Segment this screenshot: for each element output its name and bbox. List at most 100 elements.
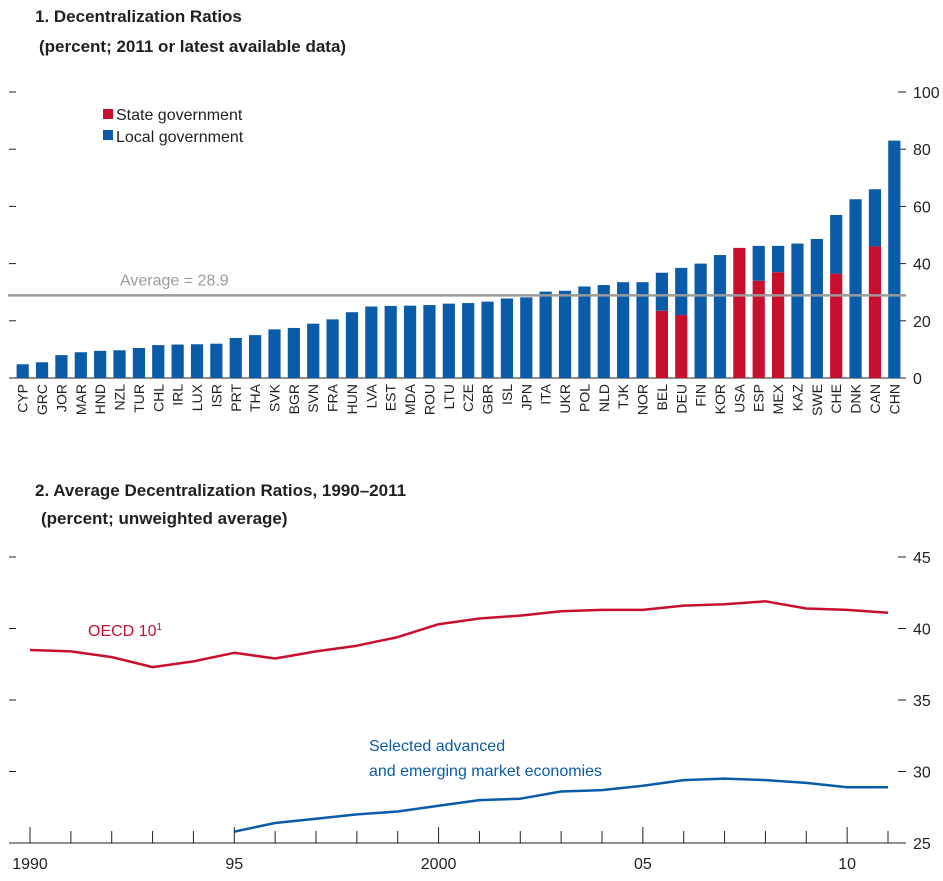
category-label-hun: HUN bbox=[344, 384, 360, 414]
category-label-mar: MAR bbox=[73, 384, 89, 415]
panel2-x-tick-label: 95 bbox=[225, 856, 243, 873]
bar-hnd-local bbox=[94, 350, 107, 378]
bar-nzl-local bbox=[113, 350, 126, 378]
category-label-jor: JOR bbox=[53, 384, 69, 412]
bar-che-local bbox=[830, 214, 843, 274]
panel1-category-labels: CYP GRC JOR MAR HND NZL TUR CHL IRL LUX ISR PRT THA S… bbox=[15, 383, 903, 416]
bar-bel-state bbox=[655, 310, 668, 378]
bar-esp-state bbox=[752, 280, 765, 378]
category-label-isl: ISL bbox=[499, 384, 515, 405]
panel1-bars bbox=[16, 140, 901, 378]
panel1-subtitle: (percent; 2011 or latest available data) bbox=[39, 37, 346, 56]
legend-label-local: Local government bbox=[116, 129, 244, 146]
panel2-title: 2. Average Decentralization Ratios, 1990… bbox=[35, 481, 406, 500]
panel1-y-tick-label: 80 bbox=[913, 142, 931, 159]
category-label-kor: KOR bbox=[712, 384, 728, 414]
bar-chn-local bbox=[888, 140, 901, 378]
bar-can-state bbox=[868, 246, 882, 378]
category-label-lux: LUX bbox=[189, 383, 205, 411]
panel2-x-tick-label: 1990 bbox=[12, 856, 48, 873]
category-label-che: CHE bbox=[828, 384, 844, 414]
category-label-can: CAN bbox=[867, 384, 883, 414]
category-label-mex: MEX bbox=[770, 383, 786, 414]
category-label-chl: CHL bbox=[150, 384, 166, 412]
bar-est-local bbox=[384, 305, 397, 378]
bar-kaz-local bbox=[791, 243, 804, 378]
bar-tur-local bbox=[132, 347, 146, 378]
category-label-cyp: CYP bbox=[15, 384, 31, 413]
category-label-bel: BEL bbox=[654, 384, 670, 411]
bar-grc-local bbox=[35, 362, 49, 378]
category-label-isr: ISR bbox=[208, 384, 224, 407]
bar-bel-local bbox=[655, 272, 668, 311]
category-label-bgr: BGR bbox=[286, 384, 302, 414]
category-label-cze: CZE bbox=[460, 384, 476, 412]
category-label-est: EST bbox=[383, 384, 399, 412]
category-label-tjk: TJK bbox=[615, 383, 631, 409]
category-label-fin: FIN bbox=[693, 384, 709, 407]
panel1-y-tick-label: 0 bbox=[913, 371, 922, 388]
bar-che-state bbox=[830, 273, 843, 378]
line-selected-economies bbox=[234, 777, 888, 833]
category-label-usa: USA bbox=[731, 383, 747, 412]
bar-deu-state bbox=[675, 315, 688, 378]
bar-fin-local bbox=[694, 263, 707, 378]
bar-svk-local bbox=[268, 329, 281, 378]
bar-lux-local bbox=[190, 344, 204, 378]
category-label-pol: POL bbox=[576, 384, 592, 412]
category-label-dnk: DNK bbox=[848, 383, 864, 413]
bar-cyp-local bbox=[16, 364, 29, 378]
panel2-lines bbox=[29, 600, 889, 833]
panel2-y-tick-label: 35 bbox=[913, 693, 931, 710]
bar-usa-state bbox=[733, 247, 746, 378]
category-label-svk: SVK bbox=[266, 383, 282, 412]
panel1-average-label: Average = 28.9 bbox=[120, 272, 229, 289]
series-label-oecd: OECD 101 bbox=[88, 622, 162, 640]
panel2-y-tick-label: 25 bbox=[913, 836, 931, 853]
category-label-swe: SWE bbox=[809, 384, 825, 416]
panel1-y-tick-label: 100 bbox=[913, 85, 940, 102]
category-label-mda: MDA bbox=[402, 383, 418, 415]
category-label-ltu: LTU bbox=[441, 384, 457, 409]
category-label-gbr: GBR bbox=[480, 384, 496, 414]
panel2-y-tick-label: 45 bbox=[913, 550, 931, 567]
bar-nld-local bbox=[597, 285, 610, 378]
bar-hun-local bbox=[345, 312, 359, 378]
line-oecd-10 bbox=[29, 600, 889, 669]
bar-jpn-local bbox=[520, 297, 533, 378]
bar-gbr-local bbox=[481, 301, 494, 378]
category-label-deu: DEU bbox=[673, 384, 689, 414]
bar-tjk-local bbox=[617, 282, 630, 378]
category-label-chn: CHN bbox=[886, 384, 902, 414]
category-label-kaz: KAZ bbox=[789, 384, 805, 412]
bar-dnk-local bbox=[849, 199, 862, 378]
bar-ltu-local bbox=[442, 303, 455, 378]
panel1-y-tick-label: 60 bbox=[913, 199, 931, 216]
category-label-esp: ESP bbox=[751, 384, 767, 412]
series-label-selected-line2: and emerging market economies bbox=[369, 763, 602, 780]
bar-mex-state bbox=[771, 272, 785, 378]
category-label-nor: NOR bbox=[635, 384, 651, 415]
bar-ukr-local bbox=[558, 290, 572, 378]
bar-esp-local bbox=[752, 245, 765, 281]
category-label-lva: LVA bbox=[363, 383, 379, 408]
bar-rou-local bbox=[423, 305, 436, 378]
panel1-y-tick-label: 20 bbox=[913, 314, 931, 331]
bar-kor-local bbox=[713, 255, 727, 378]
panel2-y-tick-label: 40 bbox=[913, 622, 931, 639]
bar-irl-local bbox=[171, 344, 184, 378]
panel2-y-tick-label: 30 bbox=[913, 765, 931, 782]
bar-isl-local bbox=[500, 298, 514, 378]
legend-label-state: State government bbox=[116, 107, 243, 124]
panel2-ticks: 25 30 35 40 45 1990 95 2000 05 10 bbox=[9, 550, 931, 873]
bar-isr-local bbox=[210, 343, 223, 378]
bar-lva-local bbox=[365, 306, 378, 378]
bar-nor-local bbox=[636, 282, 649, 378]
panel1-y-tick-label: 40 bbox=[913, 257, 931, 274]
series-label-selected-line1: Selected advanced bbox=[369, 738, 505, 755]
panel2-x-tick-label: 10 bbox=[838, 856, 856, 873]
category-label-nld: NLD bbox=[596, 384, 612, 412]
category-label-grc: GRC bbox=[34, 384, 50, 415]
bar-mda-local bbox=[403, 305, 417, 378]
